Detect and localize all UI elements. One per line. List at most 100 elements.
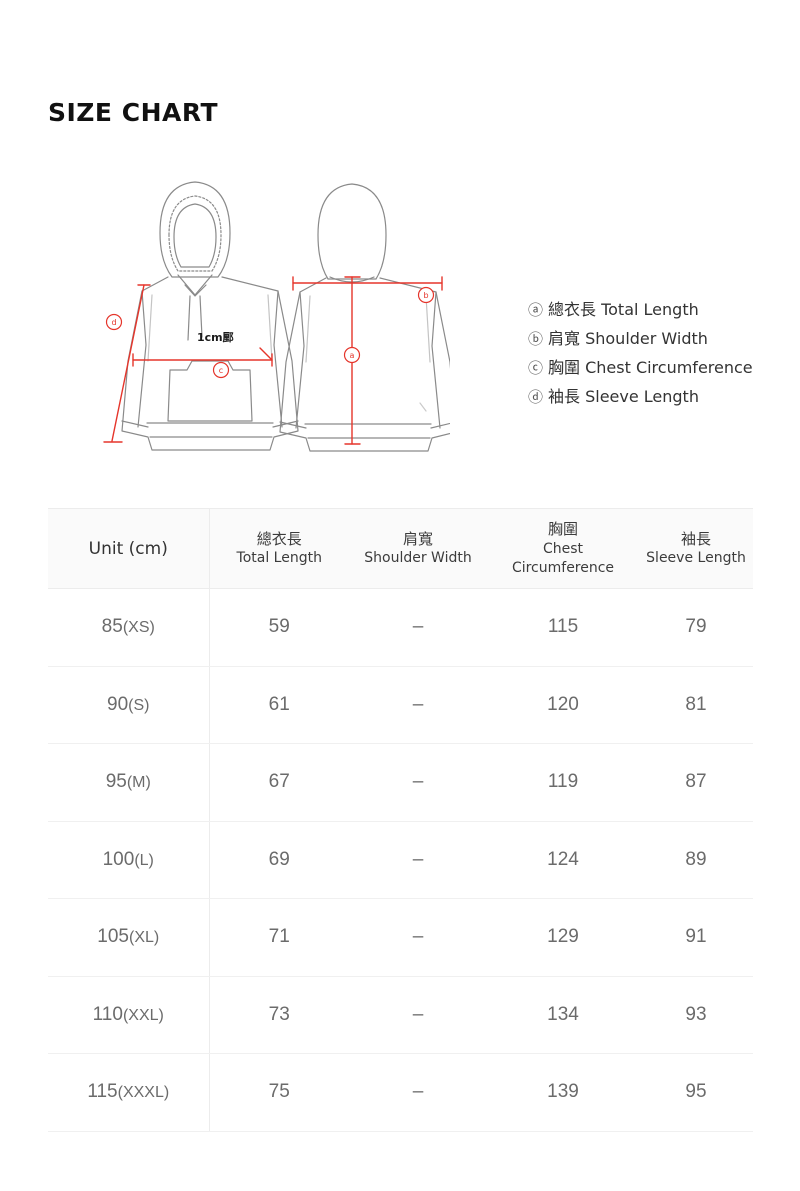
cell-chest-circumference: 129 [487,898,639,977]
cell-sleeve-length: 89 [639,821,753,899]
cell-sleeve-length: 81 [639,666,753,744]
legend-item-d: ⓓ 袖長 Sleeve Length [528,383,798,412]
table-row: 110(XXL) 73–134 93 [48,976,753,1054]
cell-chest-circumference: 124 [487,821,639,899]
svg-text:c: c [219,366,223,375]
measure-line-b-shoulder-width [292,276,443,291]
annotation-1cm-label: 1cm䣑 [197,331,234,344]
table-row: 85(XS) 59–115 79 [48,588,753,667]
cell-total-length: 59 [209,588,349,667]
cell-total-length: 73 [209,976,349,1054]
table-row: 95(M) 67–119 87 [48,743,753,822]
column-header-sleeve-length: 袖長 Sleeve Length [639,508,753,589]
cell-shoulder-width: – [349,1053,487,1132]
size-number: 90 [107,693,129,715]
cell-shoulder-width: – [349,588,487,667]
column-header-unit-label: Unit (cm) [88,538,168,559]
column-header-unit: Unit (cm) [48,508,210,589]
cell-size: 110(XXL) [48,976,210,1054]
size-suffix: (XS) [122,619,155,637]
cell-total-length: 69 [209,821,349,899]
marker-c-icon: c [212,361,230,379]
table-row: 90(S) 61–120 81 [48,666,753,744]
cell-chest-circumference: 115 [487,588,639,667]
legend-label-c: 胸圍 Chest Circumference [548,358,753,377]
cell-size: 115(XXXL) [48,1053,210,1132]
legend-label-a: 總衣長 Total Length [548,300,699,319]
legend-mark-b-icon: ⓑ [528,330,544,348]
legend-mark-c-icon: ⓒ [528,359,544,377]
page-title: SIZE CHART [48,98,219,127]
size-chart-table: Unit (cm) 總衣長 Total Length 肩寬 Shoulder W… [48,508,753,1132]
svg-text:d: d [111,318,116,327]
hoodie-front-view [121,181,299,451]
size-suffix: (XXL) [122,1006,164,1024]
size-number: 115 [87,1081,118,1103]
hoodie-back-view [279,183,450,452]
cell-size: 95(M) [48,743,210,822]
size-number: 110 [92,1003,123,1025]
size-suffix: (XL) [128,929,160,947]
cell-chest-circumference: 119 [487,743,639,822]
cell-sleeve-length: 79 [639,588,753,667]
table-header-row: Unit (cm) 總衣長 Total Length 肩寬 Shoulder W… [48,508,753,589]
cell-total-length: 61 [209,666,349,744]
cell-sleeve-length: 91 [639,898,753,977]
measure-line-d-sleeve-length [103,284,151,443]
cell-size: 85(XS) [48,588,210,667]
size-suffix: (L) [134,851,154,869]
column-header-sleeve-length-cn: 袖長 [680,529,711,548]
cell-size: 90(S) [48,666,210,744]
cell-chest-circumference: 134 [487,976,639,1054]
cell-sleeve-length: 93 [639,976,753,1054]
column-header-total-length-cn: 總衣長 [256,529,302,548]
cell-total-length: 75 [209,1053,349,1132]
size-chart-illustration: d c b a 1cm䣑 [90,165,450,475]
size-number: 95 [105,771,127,793]
size-number: 85 [101,616,123,638]
cell-shoulder-width: – [349,976,487,1054]
table-row: 105(XL) 71–129 91 [48,898,753,977]
size-number: 100 [102,848,135,870]
column-header-shoulder-width: 肩寬 Shoulder Width [349,508,487,589]
cell-total-length: 67 [209,743,349,822]
table-row: 100(L) 69–124 89 [48,821,753,899]
cell-size: 100(L) [48,821,210,899]
marker-a-icon: a [343,346,361,364]
legend-mark-a-icon: ⓐ [528,301,544,319]
table-row: 115(XXXL) 75–139 95 [48,1053,753,1132]
cell-shoulder-width: – [349,743,487,822]
svg-text:b: b [423,291,428,300]
svg-text:a: a [350,351,355,360]
marker-b-icon: b [417,286,435,304]
column-header-total-length: 總衣長 Total Length [209,508,349,589]
cell-size: 105(XL) [48,898,210,977]
cell-sleeve-length: 95 [639,1053,753,1132]
column-header-shoulder-width-cn: 肩寬 [402,529,433,548]
cell-total-length: 71 [209,898,349,977]
cell-chest-circumference: 120 [487,666,639,744]
marker-d-icon: d [105,313,123,331]
measure-line-c-chest [132,347,273,367]
legend-label-d: 袖長 Sleeve Length [548,387,699,406]
legend-item-b: ⓑ 肩寬 Shoulder Width [528,325,798,354]
column-header-sleeve-length-en: Sleeve Length [646,550,746,567]
cell-shoulder-width: – [349,821,487,899]
column-header-chest-circumference-en: Chest Circumference [511,540,615,576]
legend-mark-d-icon: ⓓ [528,388,544,406]
column-header-shoulder-width-en: Shoulder Width [364,550,472,567]
column-header-total-length-en: Total Length [236,550,322,567]
cell-shoulder-width: – [349,898,487,977]
measurement-legend: ⓐ 總衣長 Total Length ⓑ 肩寬 Shoulder Width ⓒ… [528,296,798,412]
cell-shoulder-width: – [349,666,487,744]
size-number: 105 [97,926,129,948]
legend-label-b: 肩寬 Shoulder Width [548,329,708,348]
legend-item-a: ⓐ 總衣長 Total Length [528,296,798,325]
size-suffix: (S) [128,696,150,714]
column-header-chest-circumference-cn: 胸圍 [547,520,578,539]
cell-chest-circumference: 139 [487,1053,639,1132]
cell-sleeve-length: 87 [639,743,753,822]
size-suffix: (XXXL) [117,1084,170,1102]
legend-item-c: ⓒ 胸圍 Chest Circumference [528,354,798,383]
column-header-chest-circumference: 胸圍 Chest Circumference [487,508,639,589]
